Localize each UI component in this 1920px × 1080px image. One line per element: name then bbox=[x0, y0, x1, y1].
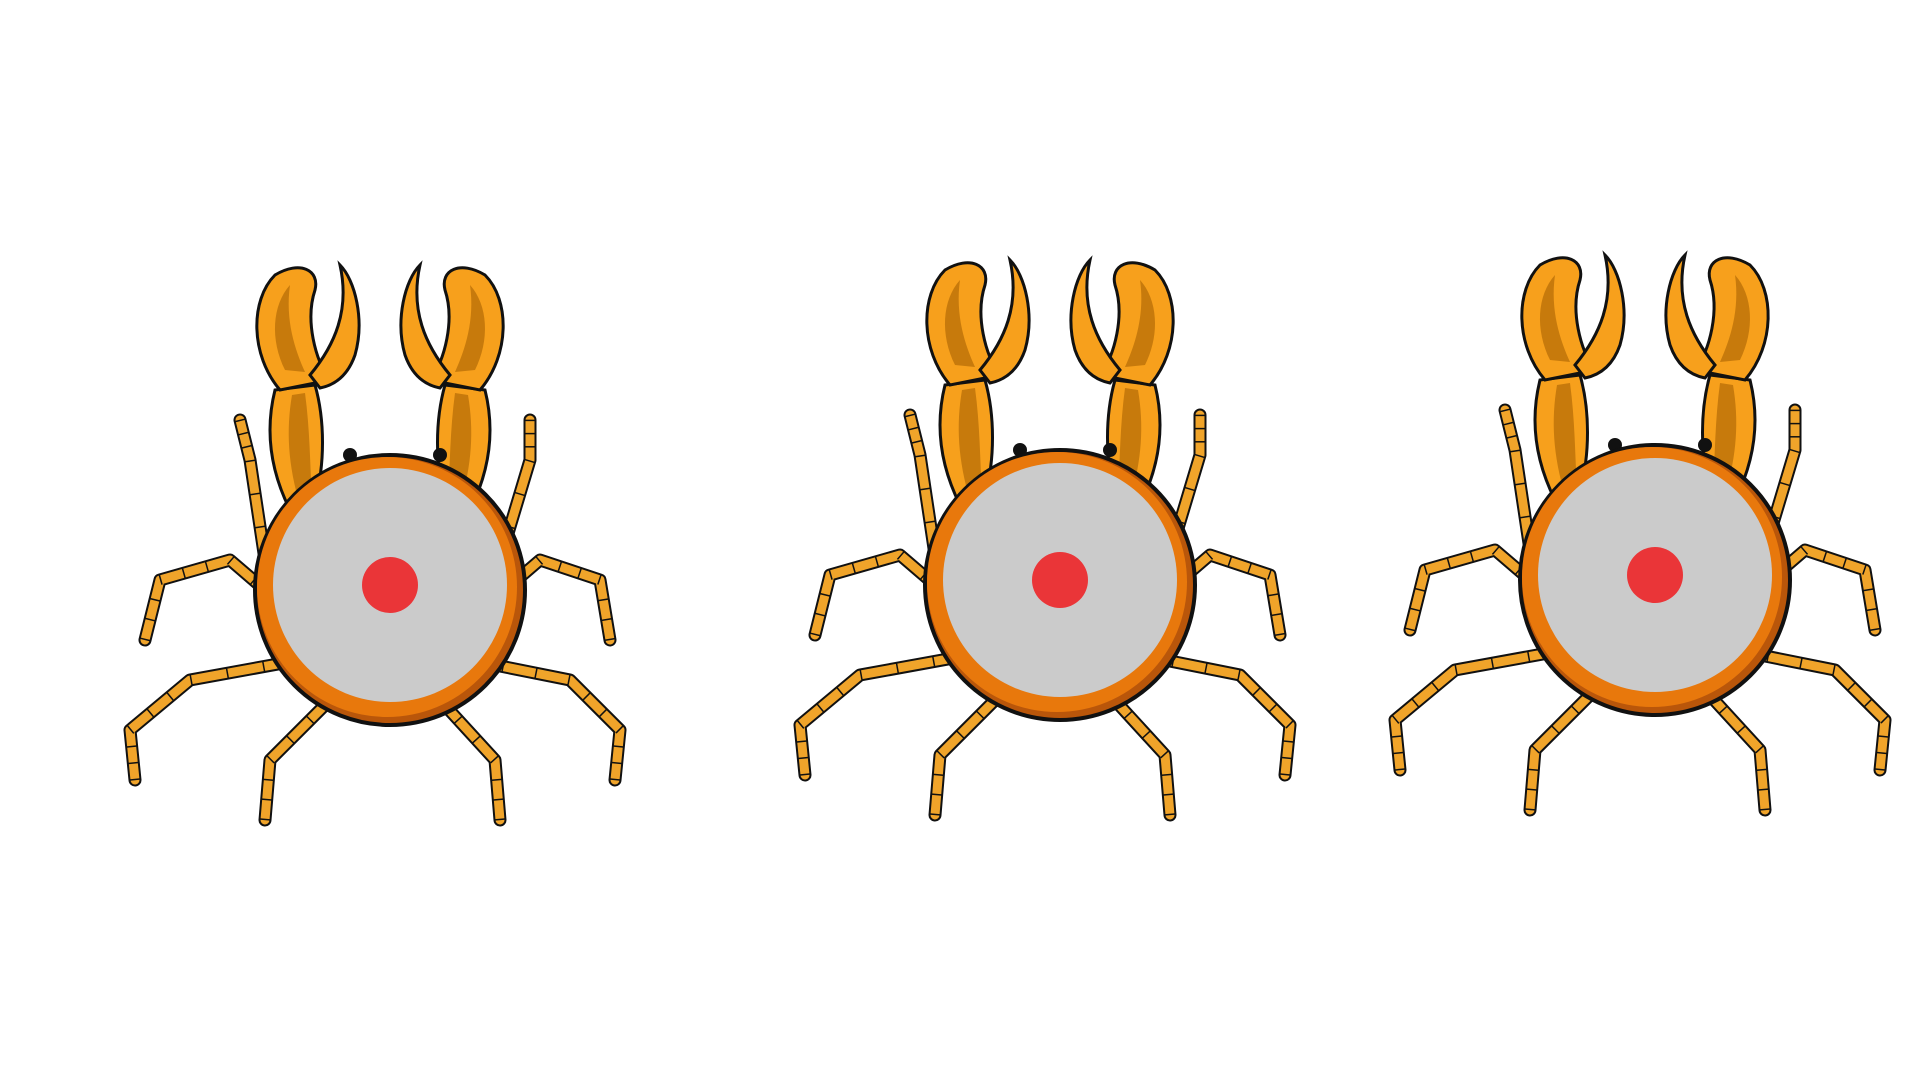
claw-left bbox=[255, 260, 361, 512]
claw-left bbox=[1520, 250, 1626, 502]
crab-icon bbox=[793, 255, 1297, 822]
leg-left-4 bbox=[903, 408, 942, 562]
crab-left[interactable] bbox=[100, 260, 660, 860]
red-dot-target bbox=[362, 557, 418, 613]
red-dot-target bbox=[1032, 552, 1088, 608]
leg-right-3 bbox=[1103, 688, 1177, 822]
leg-right-2 bbox=[1133, 648, 1297, 782]
leg-left-2 bbox=[123, 653, 307, 787]
crab-middle[interactable] bbox=[770, 255, 1330, 855]
eye-right-icon bbox=[1103, 443, 1117, 457]
crab-right[interactable] bbox=[1365, 250, 1920, 850]
leg-left-2 bbox=[1388, 643, 1572, 777]
leg-right-3 bbox=[1698, 683, 1772, 817]
crab-icon bbox=[123, 260, 627, 827]
leg-left-3 bbox=[258, 693, 337, 827]
eye-right-icon bbox=[1698, 438, 1712, 452]
leg-right-3 bbox=[433, 693, 507, 827]
leg-left-4 bbox=[233, 413, 272, 567]
leg-left-4 bbox=[1498, 403, 1537, 557]
leg-left-3 bbox=[1523, 683, 1602, 817]
claw-right bbox=[399, 260, 505, 512]
red-dot-target bbox=[1627, 547, 1683, 603]
crab-icon bbox=[1388, 250, 1892, 817]
leg-left-3 bbox=[928, 688, 1007, 822]
eye-right-icon bbox=[433, 448, 447, 462]
leg-right-2 bbox=[463, 653, 627, 787]
claw-left bbox=[925, 255, 1031, 507]
leg-left-2 bbox=[793, 648, 977, 782]
